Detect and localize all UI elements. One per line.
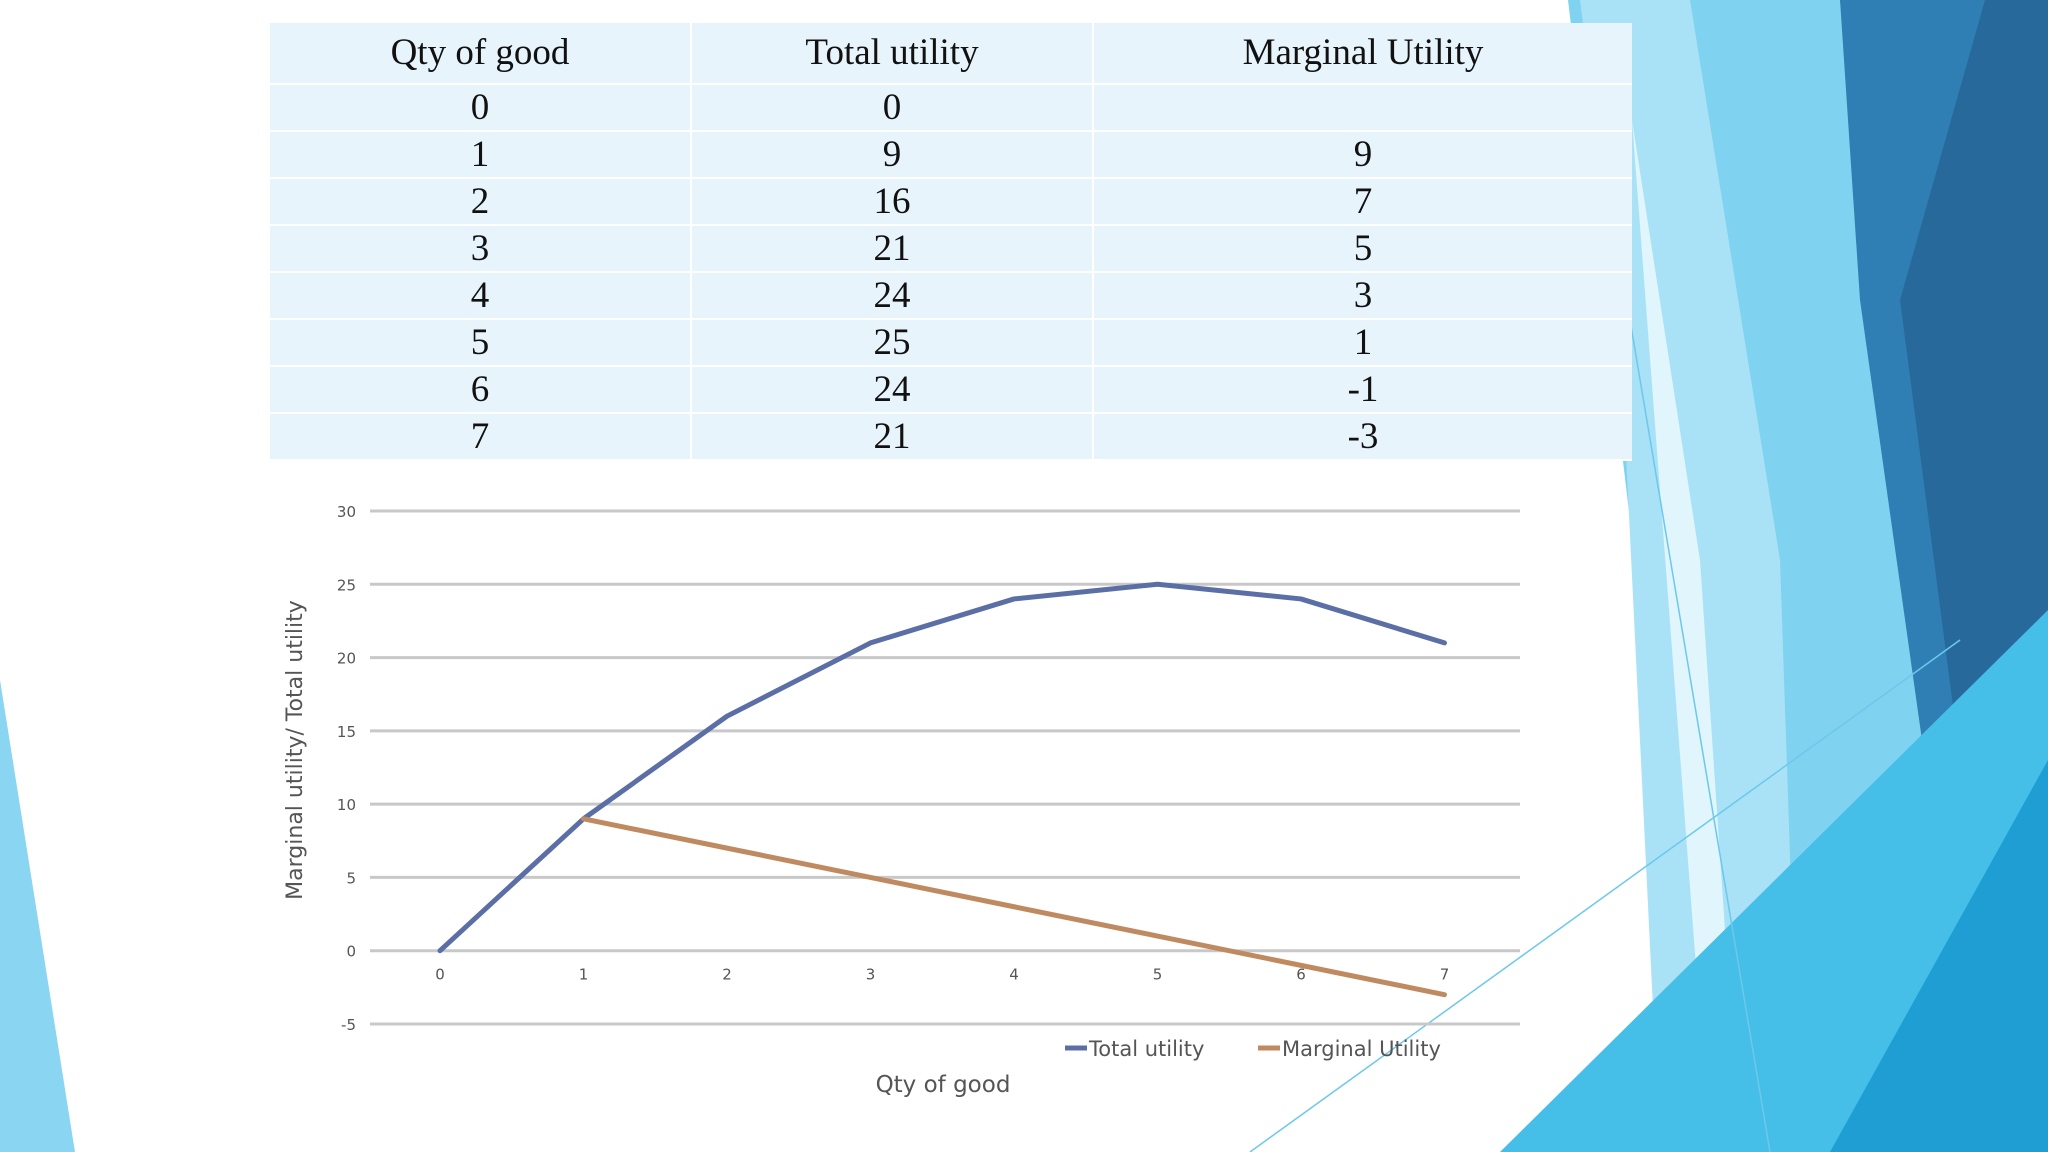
cell-qty: 6: [270, 367, 692, 414]
legend: Total utility Marginal Utility: [1065, 1037, 1441, 1061]
cell-qty: 7: [270, 414, 692, 461]
gridlines: [370, 509, 1520, 1026]
cell-total-utility: 16: [692, 179, 1094, 226]
utility-line-chart: 30 25 20 15 10 5 0 -5 0 1 2 3 4 5 6 7 Marginal utility…: [283, 503, 1520, 1098]
cell-marginal-utility: 9: [1094, 132, 1632, 179]
y-tick-label: 5: [346, 869, 356, 887]
series-lines: [437, 581, 1447, 998]
table-row: 0 0: [270, 85, 1632, 132]
x-tick-label: 0: [435, 966, 445, 984]
x-tick-label: 5: [1153, 966, 1163, 984]
cell-qty: 0: [270, 85, 692, 132]
cell-total-utility: 25: [692, 320, 1094, 367]
cell-marginal-utility: 1: [1094, 320, 1632, 367]
series-line-total-utility: [437, 581, 1447, 954]
x-tick-label: 6: [1296, 966, 1306, 984]
thin-accent-line-2: [1249, 639, 1961, 1152]
cell-marginal-utility: [1094, 85, 1632, 132]
table-row: 4 24 3: [270, 273, 1632, 320]
cell-total-utility: 21: [692, 226, 1094, 273]
header-total-utility: Total utility: [692, 23, 1094, 85]
y-tick-label: 15: [337, 723, 356, 741]
left-accent-shape: [0, 680, 75, 1152]
y-tick-label: 0: [346, 943, 356, 961]
y-tick-label: 30: [337, 503, 356, 521]
y-axis-label: Marginal utility/ Total utility: [283, 600, 308, 900]
header-qty: Qty of good: [270, 23, 692, 85]
table-row: 3 21 5: [270, 226, 1632, 273]
cell-qty: 2: [270, 179, 692, 226]
table-row: 6 24 -1: [270, 367, 1632, 414]
cell-marginal-utility: 3: [1094, 273, 1632, 320]
x-tick-label: 2: [722, 966, 732, 984]
right-accent-shape-white: [1632, 120, 1740, 1152]
bottom-accent-shape-2: [1830, 760, 2048, 1152]
cell-qty: 1: [270, 132, 692, 179]
x-tick-label: 4: [1009, 966, 1019, 984]
y-tick-label: 10: [337, 796, 356, 814]
cell-marginal-utility: -1: [1094, 367, 1632, 414]
legend-label-total-utility: Total utility: [1088, 1037, 1204, 1061]
table-row: 7 21 -3: [270, 414, 1632, 461]
table-header-row: Qty of good Total utility Marginal Utili…: [270, 23, 1632, 85]
right-accent-shape-navy: [1900, 0, 2048, 760]
table-row: 1 9 9: [270, 132, 1632, 179]
utility-table: Qty of good Total utility Marginal Utili…: [270, 23, 1632, 461]
y-tick-labels: 30 25 20 15 10 5 0 -5: [337, 503, 356, 1034]
x-tick-label: 3: [866, 966, 876, 984]
table-row: 2 16 7: [270, 179, 1632, 226]
cell-marginal-utility: -3: [1094, 414, 1632, 461]
cell-total-utility: 9: [692, 132, 1094, 179]
series-line-marginal-utility: [581, 816, 1447, 998]
y-tick-label: 20: [337, 650, 356, 668]
header-marginal-utility: Marginal Utility: [1094, 23, 1632, 85]
cell-qty: 3: [270, 226, 692, 273]
cell-marginal-utility: 5: [1094, 226, 1632, 273]
x-axis-label: Qty of good: [876, 1072, 1011, 1098]
table-row: 5 25 1: [270, 320, 1632, 367]
cell-total-utility: 24: [692, 273, 1094, 320]
cell-total-utility: 0: [692, 85, 1094, 132]
legend-label-marginal-utility: Marginal Utility: [1282, 1037, 1441, 1061]
y-tick-label: -5: [341, 1016, 356, 1034]
cell-qty: 5: [270, 320, 692, 367]
x-tick-labels: 0 1 2 3 4 5 6 7: [435, 966, 1449, 984]
x-tick-label: 7: [1440, 966, 1450, 984]
cell-total-utility: 24: [692, 367, 1094, 414]
x-tick-label: 1: [579, 966, 589, 984]
thin-accent-line-1: [1629, 319, 1771, 1152]
cell-qty: 4: [270, 273, 692, 320]
cell-total-utility: 21: [692, 414, 1094, 461]
y-tick-label: 25: [337, 576, 356, 594]
cell-marginal-utility: 7: [1094, 179, 1632, 226]
